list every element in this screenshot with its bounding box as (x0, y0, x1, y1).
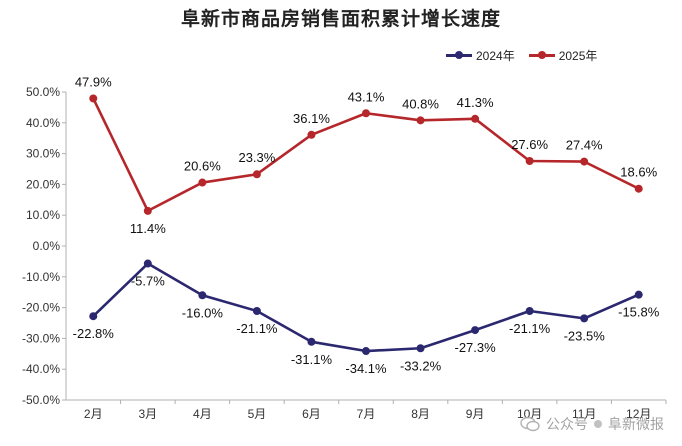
x-tick-label: 7月 (357, 407, 376, 421)
legend-line-2024 (446, 51, 472, 59)
y-tick-label: 40.0% (26, 116, 60, 130)
legend-item-2024: 2024年 (446, 47, 515, 64)
wechat-icon (520, 416, 540, 432)
data-label: 20.6% (184, 159, 221, 174)
data-point (362, 109, 370, 118)
y-tick-label: 50.0% (26, 85, 60, 99)
legend-marker-2025 (537, 51, 546, 59)
data-label: 47.9% (75, 74, 112, 89)
y-tick-label: -20.0% (22, 301, 60, 315)
data-label: -34.1% (345, 361, 387, 376)
watermark-account: 阜新微报 (608, 417, 664, 433)
chart-legend: 2024年 2025年 (446, 47, 611, 64)
y-tick-label: 10.0% (26, 208, 60, 222)
x-tick-label: 5月 (248, 407, 267, 421)
y-tick-label: -40.0% (22, 362, 60, 376)
data-point (471, 326, 480, 335)
legend-label-2025: 2025年 (558, 49, 598, 63)
x-tick-label: 8月 (411, 407, 430, 421)
data-point (89, 94, 98, 103)
x-tick-label: 2月 (84, 407, 103, 421)
data-label: 27.4% (566, 138, 603, 153)
x-tick-label: 10月 (517, 407, 542, 421)
data-point (307, 337, 316, 346)
data-label: 27.6% (511, 137, 548, 152)
y-tick-label: 30.0% (26, 147, 60, 161)
data-label: 18.6% (620, 165, 657, 180)
series-line-2024 (92, 262, 640, 353)
data-label: -33.2% (400, 358, 442, 373)
y-tick-label: -50.0% (22, 393, 60, 407)
y-tick-label: -30.0% (22, 331, 60, 345)
data-label: -27.3% (454, 340, 496, 355)
data-label: 40.8% (402, 96, 439, 111)
x-tick-label: 9月 (466, 407, 485, 421)
data-label: 41.3% (457, 95, 494, 110)
data-point (89, 312, 98, 321)
legend-item-2025: 2025年 (528, 47, 598, 64)
y-tick-label: -10.0% (22, 270, 60, 284)
data-point (634, 290, 643, 299)
data-label: 11.4% (130, 221, 166, 236)
data-label: 23.3% (238, 150, 275, 165)
x-tick-label: 12月 (626, 407, 651, 421)
data-label: 36.1% (293, 111, 330, 126)
x-tick-label: 11月 (572, 407, 596, 421)
data-label: -21.1% (236, 321, 278, 336)
data-point (416, 344, 425, 353)
data-label: -22.8% (73, 326, 115, 341)
watermark: 公众号 阜新微报 (520, 414, 664, 434)
data-label: -16.0% (182, 305, 224, 320)
data-point (525, 306, 534, 315)
data-label: -21.1% (509, 321, 551, 336)
legend-label-2024: 2024年 (476, 49, 515, 63)
watermark-source: 公众号 (546, 417, 588, 433)
data-point (580, 314, 589, 323)
data-point (143, 259, 152, 268)
x-tick-label: 3月 (138, 407, 157, 421)
data-point (525, 156, 534, 165)
data-point (198, 291, 207, 300)
legend-marker-2024 (455, 51, 463, 59)
data-point (580, 157, 589, 166)
chart-title: 阜新市商品房销售面积累计增长速度 (180, 8, 501, 30)
data-label: -23.5% (564, 328, 606, 343)
data-label: -15.8% (618, 305, 660, 320)
watermark-separator-icon (594, 420, 602, 428)
data-point (307, 130, 316, 139)
data-point (416, 116, 425, 125)
y-tick-label: 20.0% (26, 177, 60, 191)
data-point (252, 306, 261, 315)
data-label: 43.1% (348, 89, 385, 104)
x-tick-label: 4月 (193, 407, 212, 421)
y-tick-label: 0.0% (33, 239, 61, 253)
data-label: -5.7% (131, 274, 165, 289)
data-point (252, 170, 261, 179)
data-point (634, 184, 643, 193)
data-point (198, 178, 207, 187)
x-tick-label: 6月 (302, 407, 321, 421)
data-label: -31.1% (291, 352, 333, 367)
data-point (143, 206, 152, 215)
legend-line-2025 (528, 51, 555, 59)
data-point (471, 114, 480, 123)
data-point (362, 347, 370, 356)
